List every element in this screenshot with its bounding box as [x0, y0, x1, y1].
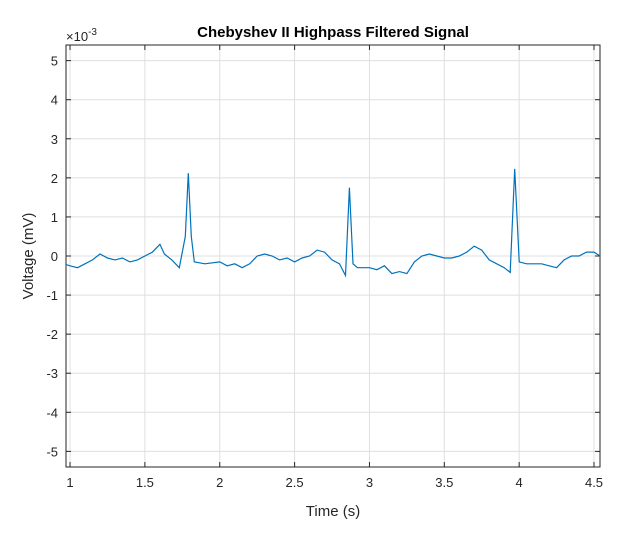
y-tick-label: 2 — [51, 171, 58, 186]
x-tick-label: 4.5 — [585, 475, 603, 490]
y-axis-label: Voltage (mV) — [20, 213, 37, 300]
y-tick-label: 0 — [51, 249, 58, 264]
x-tick-label: 4 — [516, 475, 523, 490]
y-tick-label: -2 — [46, 327, 58, 342]
y-exponent-label: ×10-3 — [66, 27, 97, 44]
x-tick-label: 1.5 — [136, 475, 154, 490]
x-tick-label: 2.5 — [286, 475, 304, 490]
x-tick-label: 3.5 — [435, 475, 453, 490]
y-tick-label: 1 — [51, 210, 58, 225]
chart-title: Chebyshev II Highpass Filtered Signal — [197, 24, 469, 41]
y-tick-label: -5 — [46, 444, 58, 459]
x-tick-label: 3 — [366, 475, 373, 490]
y-tick-label: 3 — [51, 132, 58, 147]
y-tick-label: 5 — [51, 54, 58, 69]
series-line — [65, 168, 601, 278]
y-tick-label: -3 — [46, 366, 58, 381]
x-axis-label: Time (s) — [306, 503, 360, 520]
x-tick-label: 2 — [216, 475, 223, 490]
x-tick-label: 1 — [66, 475, 73, 490]
y-tick-label: -4 — [46, 405, 58, 420]
ticks: 1 1.5 2 2.5 3 3.5 4 4.5 5 4 3 2 1 0 -1 -2 -3 -4 -5 — [46, 45, 603, 490]
y-tick-label: -1 — [46, 288, 58, 303]
y-tick-label: 4 — [51, 93, 58, 108]
